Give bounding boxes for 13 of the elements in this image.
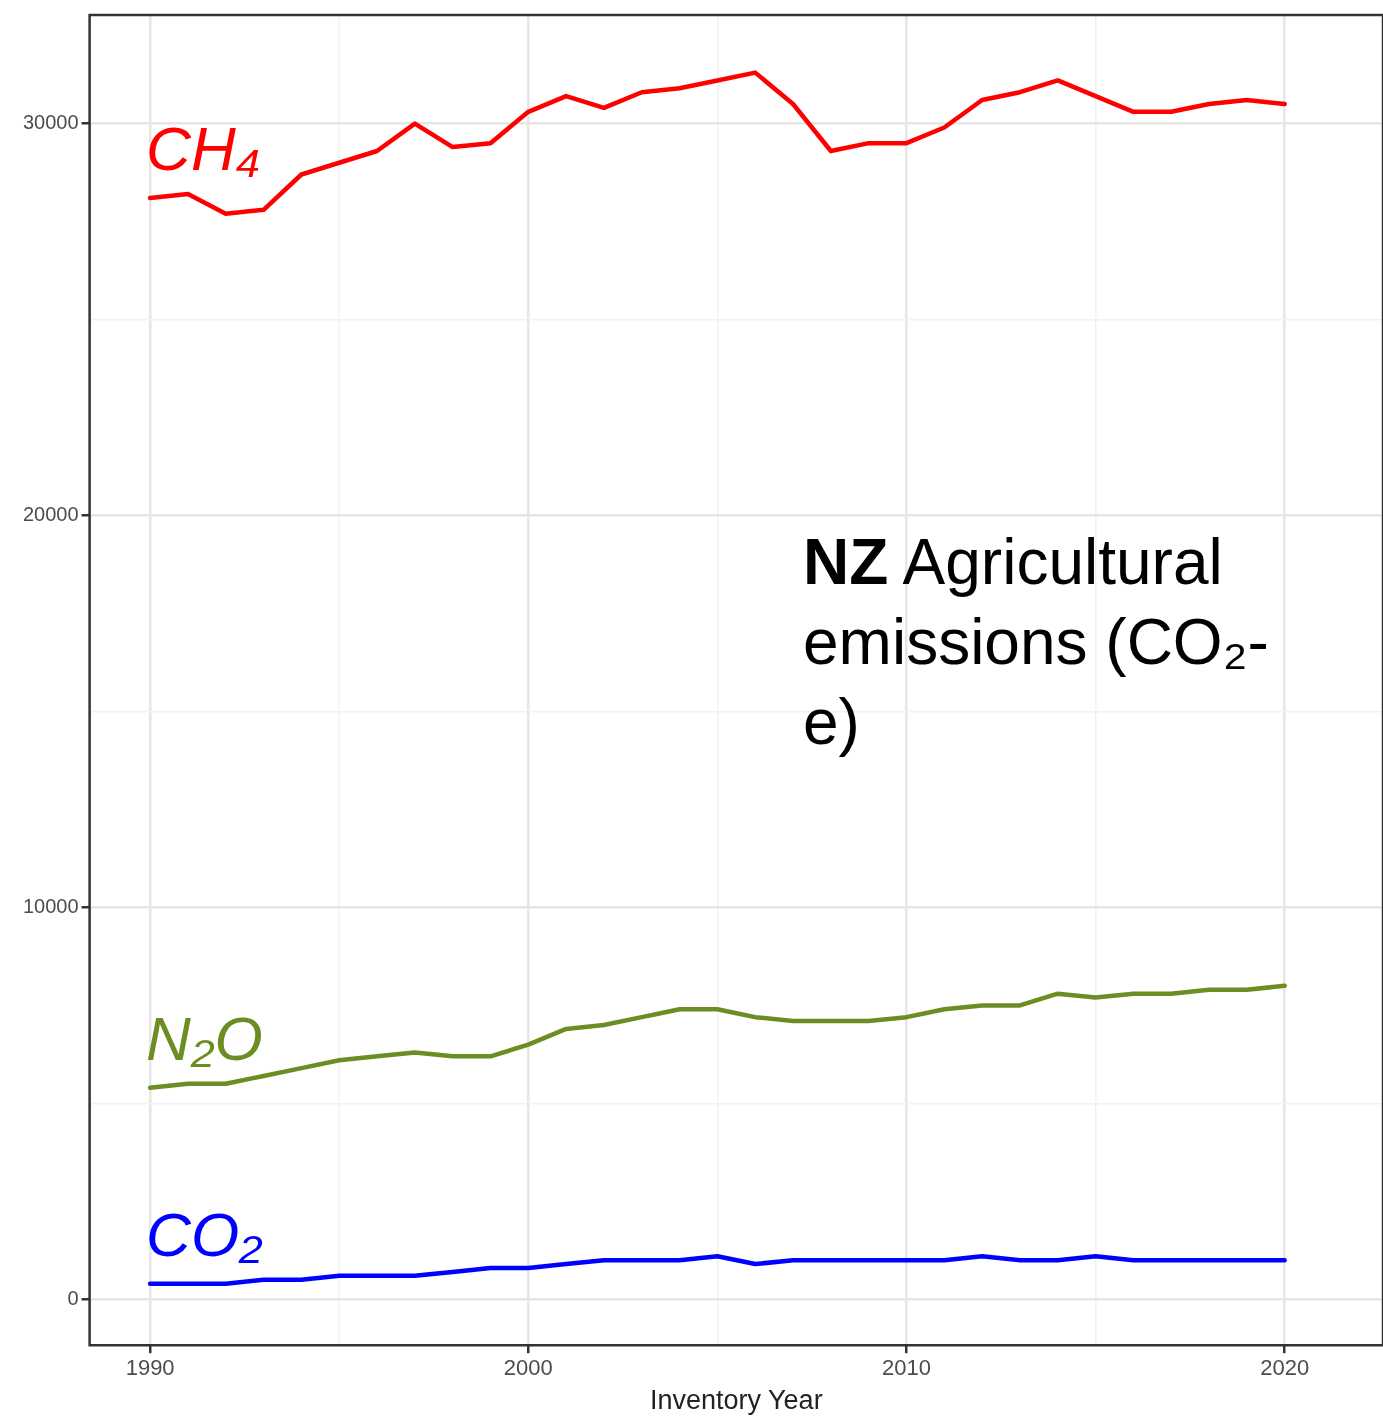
x-axis-title: Inventory Year xyxy=(649,1385,823,1416)
x-tick-label: 2020 xyxy=(1260,1355,1310,1381)
x-tick-label: 2000 xyxy=(503,1355,553,1381)
x-tick-label: 2010 xyxy=(882,1355,931,1381)
y-tick-label: 30000 xyxy=(22,111,79,134)
series-label: N₂O xyxy=(146,1003,263,1073)
y-tick-label: 10000 xyxy=(22,894,79,917)
series-label: CO₂ xyxy=(146,1199,264,1269)
x-tick-label: 1990 xyxy=(125,1355,175,1381)
series-label: CH₄ xyxy=(146,114,261,184)
y-tick-label: 20000 xyxy=(22,503,79,526)
annotation: NZ Agricultural emissions (CO₂-e) xyxy=(803,525,1270,760)
y-tick-label: 0 xyxy=(67,1286,79,1309)
